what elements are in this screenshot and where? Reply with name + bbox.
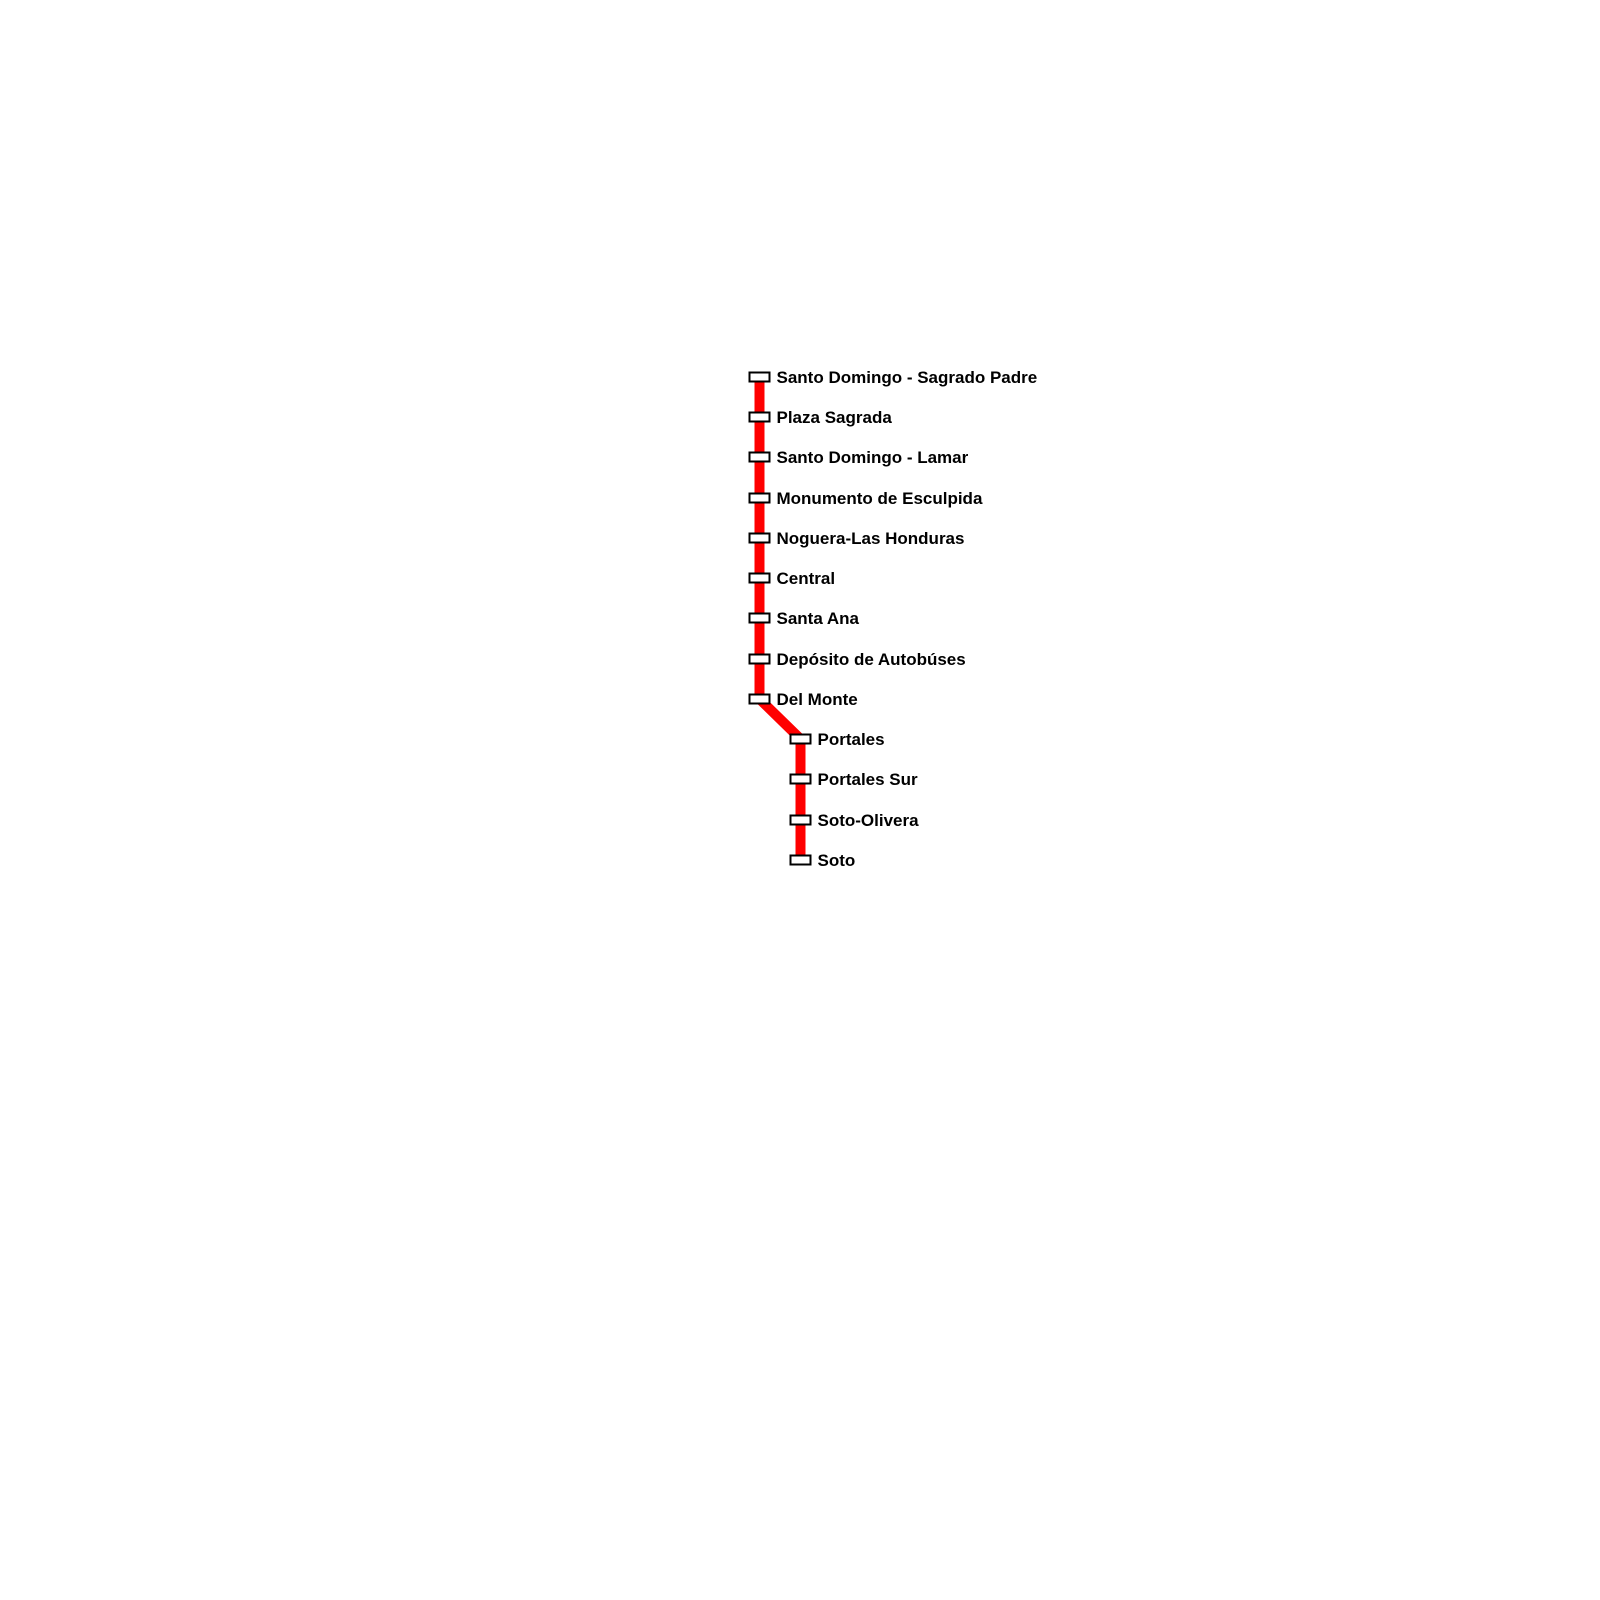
station: Portales (789, 730, 885, 749)
station-label: Portales (818, 730, 885, 749)
station-label: Depósito de Autobúses (777, 650, 966, 669)
station-marker (748, 693, 771, 705)
station-label: Noguera-Las Honduras (777, 529, 965, 548)
station-marker (789, 854, 812, 866)
station-label: Soto-Olivera (818, 811, 920, 830)
station-marker (789, 814, 812, 826)
station: Santo Domingo - Sagrado Padre (748, 368, 1038, 387)
station-marker (789, 733, 812, 745)
station-marker (789, 773, 812, 785)
station-marker (748, 411, 771, 423)
station: Santo Domingo - Lamar (748, 448, 969, 467)
station-label: Soto (818, 851, 856, 870)
station: Soto (789, 851, 856, 870)
station-marker (748, 612, 771, 624)
station: Plaza Sagrada (748, 408, 893, 427)
station-marker (748, 451, 771, 463)
station-marker (748, 532, 771, 544)
station-label: Santo Domingo - Lamar (777, 448, 969, 467)
station-label: Monumento de Esculpida (777, 489, 983, 508)
station: Central (748, 569, 836, 588)
station: Santa Ana (748, 609, 860, 628)
station: Noguera-Las Honduras (748, 529, 965, 548)
station: Del Monte (748, 690, 858, 709)
station: Monumento de Esculpida (748, 489, 983, 508)
station-marker (748, 653, 771, 665)
station-label: Del Monte (777, 690, 858, 709)
station-marker (748, 371, 771, 383)
station-label: Central (777, 569, 836, 588)
station: Portales Sur (789, 770, 919, 789)
station-label: Portales Sur (818, 770, 919, 789)
station: Soto-Olivera (789, 811, 920, 830)
station-label: Santo Domingo - Sagrado Padre (777, 368, 1038, 387)
station-label: Santa Ana (777, 609, 860, 628)
station-marker (748, 572, 771, 584)
station-label: Plaza Sagrada (777, 408, 893, 427)
station-marker (748, 492, 771, 504)
station: Depósito de Autobúses (748, 650, 966, 669)
